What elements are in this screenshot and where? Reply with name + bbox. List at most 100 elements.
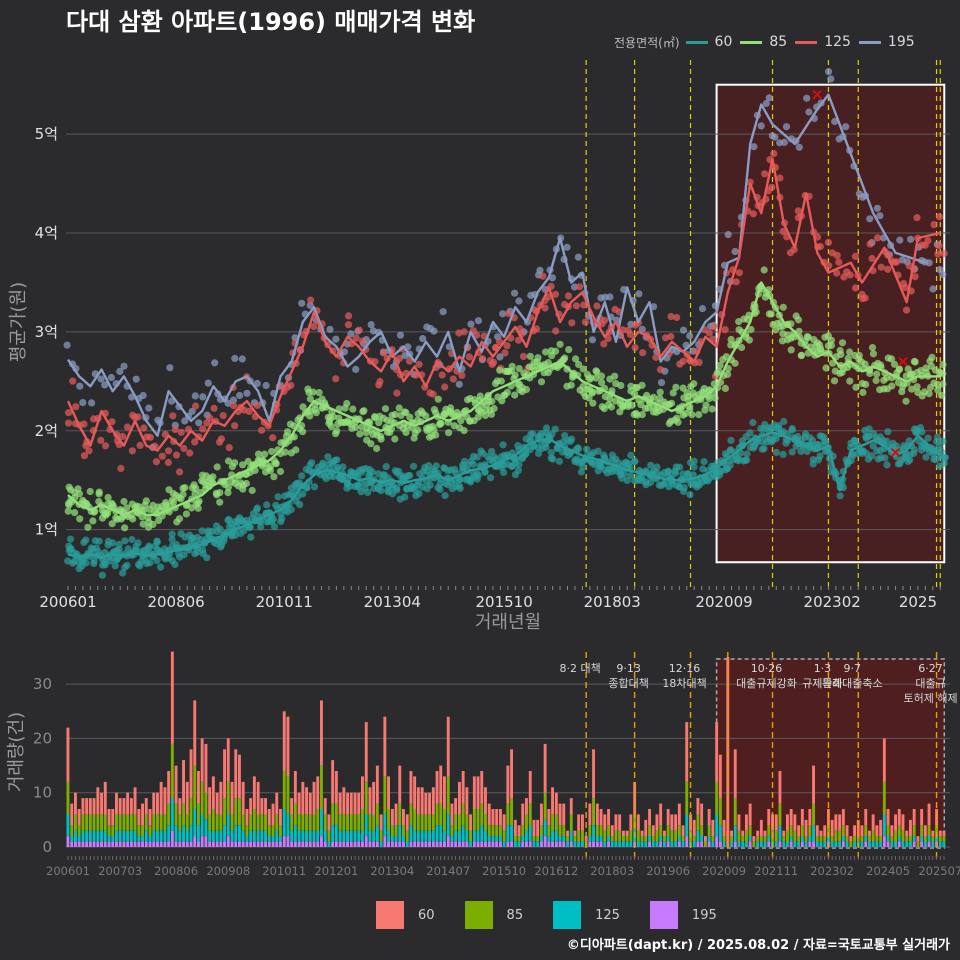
volume-bar-segment bbox=[450, 825, 454, 837]
volume-bar-segment bbox=[853, 841, 856, 847]
price-point-60 bbox=[263, 501, 271, 509]
price-point-60 bbox=[474, 472, 482, 480]
price-point-60 bbox=[939, 437, 947, 445]
volume-bar-segment bbox=[368, 830, 372, 842]
volume-bar-segment bbox=[636, 841, 640, 847]
volume-bar-segment bbox=[502, 841, 506, 847]
price-point-85 bbox=[89, 517, 97, 525]
price-point-60 bbox=[906, 456, 914, 464]
volume-bar-segment bbox=[592, 798, 595, 826]
volume-bar-segment bbox=[510, 798, 513, 826]
price-point-85 bbox=[922, 364, 930, 372]
volume-bar-segment bbox=[323, 841, 327, 847]
volume-bar-segment bbox=[677, 836, 681, 842]
volume-bar-segment bbox=[301, 781, 305, 815]
volume-bar-segment bbox=[860, 825, 864, 837]
volume-bar-segment bbox=[416, 830, 420, 842]
volume-bar-segment bbox=[916, 841, 920, 847]
volume-bar-segment bbox=[446, 716, 450, 777]
price-point-125 bbox=[64, 419, 73, 427]
price-point-85 bbox=[242, 479, 250, 488]
volume-bar-segment bbox=[148, 841, 152, 847]
volume-bar-segment bbox=[279, 836, 282, 842]
volume-bar-segment bbox=[748, 825, 752, 837]
volume-bar-segment bbox=[156, 841, 159, 847]
volume-bar-segment bbox=[398, 825, 402, 842]
volume-bar-segment bbox=[882, 814, 886, 837]
volume-bar-segment bbox=[375, 825, 379, 842]
volume-bar-segment bbox=[808, 836, 812, 842]
price-point-195 bbox=[679, 326, 688, 334]
volume-bar-segment bbox=[409, 771, 413, 804]
volume-bar-segment bbox=[368, 814, 372, 831]
volume-bar-segment bbox=[562, 836, 566, 842]
price-point-85 bbox=[745, 336, 754, 344]
price-point-85 bbox=[738, 343, 746, 352]
volume-bar-segment bbox=[100, 830, 103, 842]
price-point-60 bbox=[857, 448, 865, 456]
volume-bar-segment bbox=[748, 841, 752, 847]
volume-bar-segment bbox=[786, 814, 789, 831]
volume-bar-segment bbox=[215, 841, 219, 847]
price-point-85 bbox=[638, 381, 646, 389]
volume-bar-segment bbox=[864, 836, 868, 842]
price-point-195 bbox=[866, 215, 874, 223]
price-point-195 bbox=[825, 68, 833, 76]
price-point-60 bbox=[287, 506, 295, 514]
price-point-85 bbox=[695, 411, 703, 419]
volume-bar-segment bbox=[640, 836, 644, 842]
price-point-195 bbox=[253, 379, 261, 388]
price-point-195 bbox=[120, 362, 128, 370]
volume-bar-segment bbox=[264, 814, 267, 831]
price-point-85 bbox=[276, 467, 285, 476]
volume-bar-segment bbox=[92, 830, 96, 842]
volume-bar-segment bbox=[715, 814, 719, 837]
volume-bar-segment bbox=[663, 841, 666, 847]
volume-bar-segment bbox=[778, 841, 782, 847]
x-tick-label: 201304 bbox=[364, 593, 421, 611]
volume-bar-segment bbox=[342, 841, 346, 847]
volume-bar-segment bbox=[469, 841, 472, 847]
volume-bar-segment bbox=[629, 841, 633, 847]
price-point-195 bbox=[907, 235, 915, 243]
price-point-85 bbox=[716, 361, 724, 369]
volume-bar-segment bbox=[789, 825, 793, 837]
price-point-85 bbox=[75, 490, 83, 498]
price-point-125 bbox=[600, 340, 608, 348]
volume-bar-segment bbox=[174, 803, 178, 826]
price-point-60 bbox=[377, 487, 385, 495]
volume-bar-segment bbox=[651, 836, 655, 842]
price-point-60 bbox=[217, 543, 225, 551]
price-point-60 bbox=[436, 485, 444, 493]
price-point-60 bbox=[700, 458, 708, 466]
volume-bar-segment bbox=[286, 836, 290, 847]
volume-bar-segment bbox=[838, 841, 842, 847]
volume-bar-segment bbox=[942, 841, 946, 847]
volume-bar-segment bbox=[752, 841, 756, 847]
price-point-195 bbox=[101, 381, 109, 389]
volume-bar-segment bbox=[480, 841, 484, 847]
price-point-85 bbox=[224, 457, 233, 465]
price-point-60 bbox=[788, 425, 796, 433]
volume-bar-segment bbox=[715, 722, 719, 782]
volume-bar-segment bbox=[77, 841, 81, 847]
volume-bar-segment bbox=[886, 836, 890, 842]
volume-bar-segment bbox=[141, 825, 144, 837]
price-point-85 bbox=[544, 359, 552, 367]
volume-bar-segment bbox=[707, 825, 711, 837]
price-point-125 bbox=[893, 258, 901, 266]
price-point-125 bbox=[117, 464, 125, 472]
price-point-195 bbox=[367, 321, 375, 329]
volume-bar-segment bbox=[882, 738, 886, 782]
price-point-60 bbox=[216, 525, 224, 533]
volume-bar-segment bbox=[525, 830, 528, 842]
volume-bar-segment bbox=[122, 830, 126, 842]
volume-bar-segment bbox=[390, 809, 394, 826]
price-point-85 bbox=[883, 374, 891, 382]
volume-bar-segment bbox=[554, 830, 558, 842]
price-point-125 bbox=[667, 312, 675, 321]
x-tick-label: 200601 bbox=[39, 593, 96, 611]
price-point-85 bbox=[928, 353, 936, 361]
price-point-195 bbox=[876, 212, 884, 220]
volume-bar-segment bbox=[793, 830, 797, 842]
